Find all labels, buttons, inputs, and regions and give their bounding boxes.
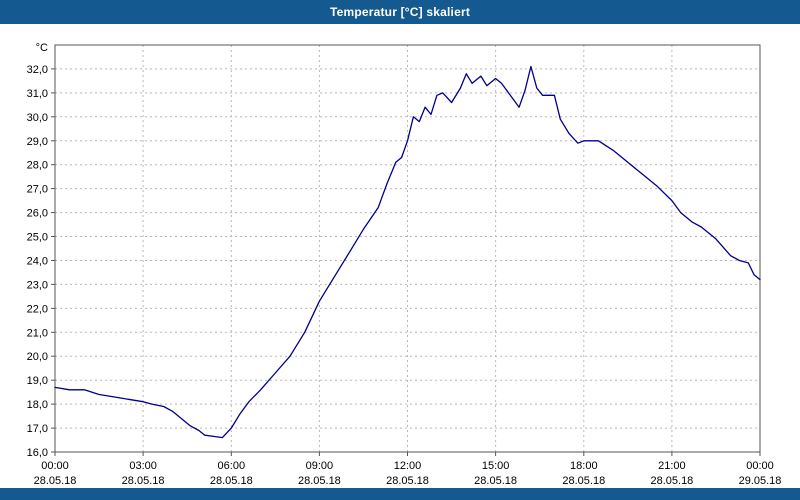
chart-title: Temperatur [°C] skaliert [329,5,471,19]
y-axis-label: 19,0 [27,375,48,387]
y-axis-label: 29,0 [27,136,48,148]
x-axis-date-label: 28.05.18 [562,475,605,487]
temperature-chart: 16,0 17,0 18,0 19,0 20,0 21,0 22,0 23,0 24,0 25,0… [27,42,782,487]
temperature-line [54,65,761,439]
x-axis-time-label: 09:00 [306,460,334,472]
y-axis-label: 25,0 [27,232,48,244]
x-axis-date-label: 28.05.18 [650,475,693,487]
y-axis-label: 16,0 [27,447,48,459]
y-axis-label: 21,0 [27,327,48,339]
y-axis-label: 18,0 [27,399,48,411]
x-axis-time-label: 06:00 [218,460,246,472]
y-axis-label: 17,0 [27,423,48,435]
y-axis-label: 24,0 [27,256,48,268]
x-axis-date-label: 28.05.18 [298,475,341,487]
x-axis-time-label: 18:00 [570,460,598,472]
y-axis-label: 30,0 [27,112,48,124]
y-axis-label: 27,0 [27,184,48,196]
y-axis-label: 26,0 [27,208,48,220]
chart-area: 16,0 17,0 18,0 19,0 20,0 21,0 22,0 23,0 24,0 25,0… [0,24,800,488]
x-axis-date-label: 28.05.18 [122,475,165,487]
y-axis-label: 22,0 [27,303,48,315]
x-axis-time-label: 15:00 [482,460,510,472]
y-axis-label: 20,0 [27,351,48,363]
x-axis-date-label: 28.05.18 [34,475,77,487]
y-axis-label: 31,0 [27,88,48,100]
x-axis-time-label: 21:00 [658,460,686,472]
plot-border [54,44,761,453]
x-axis-time-label: 03:00 [129,460,157,472]
x-axis-date-label: 28.05.18 [210,475,253,487]
title-bar: Temperatur [°C] skaliert [0,0,800,24]
x-axis-time-label: 00:00 [746,460,774,472]
y-axis-label: 32,0 [27,64,48,76]
x-axis-date-label: 28.05.18 [386,475,429,487]
y-axis-label: 28,0 [27,160,48,172]
x-axis-time-label: 00:00 [41,460,69,472]
unit-label: °C [36,42,48,54]
x-axis-date-label: 29.05.18 [739,475,782,487]
y-axis-label: 23,0 [27,279,48,291]
x-axis-time-label: 12:00 [394,460,422,472]
x-axis-date-label: 28.05.18 [474,475,517,487]
footer-bar [0,488,800,500]
